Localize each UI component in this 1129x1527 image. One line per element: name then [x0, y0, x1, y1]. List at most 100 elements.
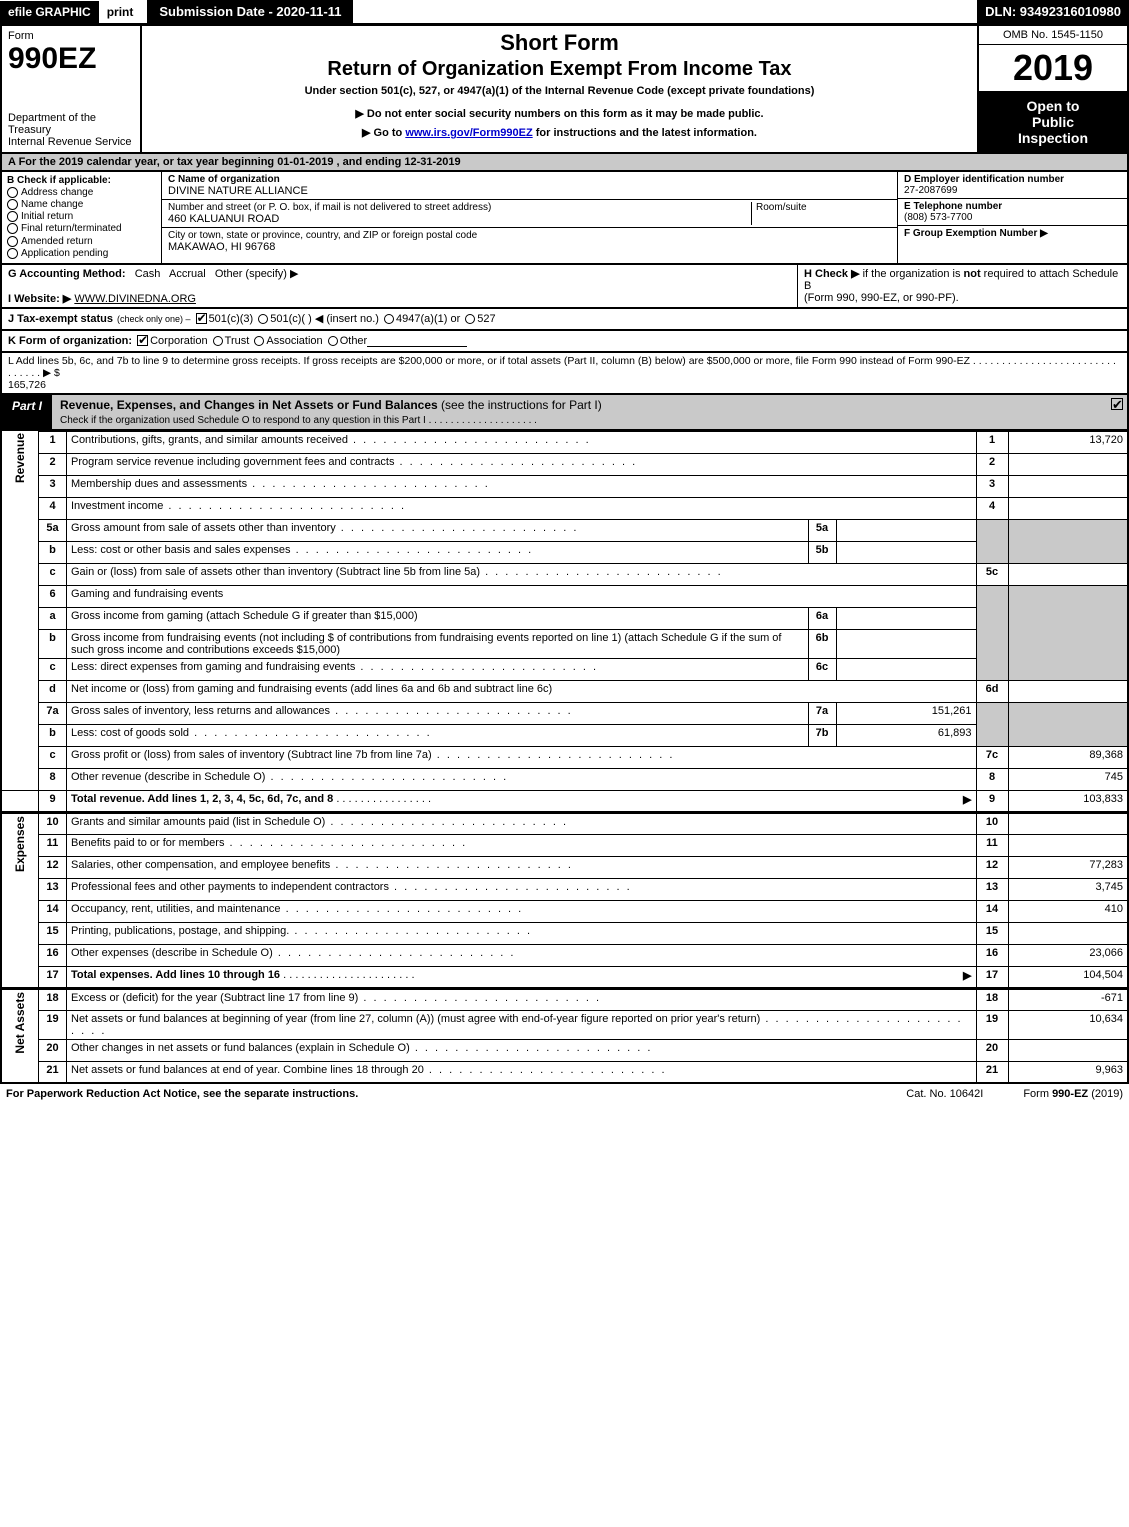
- do-not-enter-text: ▶ Do not enter social security numbers o…: [150, 107, 969, 120]
- ln-7b-num: b: [39, 724, 67, 746]
- part-i-checkbox[interactable]: [1111, 398, 1123, 410]
- ln-7a-subval: 151,261: [836, 702, 976, 724]
- ln-6-text: Gaming and fundraising events: [67, 585, 977, 607]
- chk-application-pending[interactable]: Application pending: [7, 248, 156, 259]
- open-line-2: Public: [1032, 114, 1074, 130]
- room-suite-label: Room/suite: [751, 202, 891, 225]
- goto-post: for instructions and the latest informat…: [533, 127, 757, 139]
- return-of-title: Return of Organization Exempt From Incom…: [150, 58, 969, 81]
- j-501c3-checkbox[interactable]: [196, 313, 207, 324]
- ln-1-num: 1: [39, 431, 67, 453]
- ln-6a-num: a: [39, 607, 67, 629]
- ln-20-num: 20: [39, 1039, 67, 1061]
- f-label: F Group Exemption Number ▶: [904, 228, 1048, 239]
- footer-left: For Paperwork Reduction Act Notice, see …: [6, 1088, 866, 1100]
- ln-4-num: 4: [39, 497, 67, 519]
- header-left: Form 990EZ Department of the Treasury In…: [2, 26, 142, 152]
- footer-cat-no: Cat. No. 10642I: [906, 1088, 983, 1100]
- dln-label: DLN: 93492316010980: [977, 0, 1129, 23]
- ln-2-text: Program service revenue including govern…: [67, 453, 977, 475]
- k-assoc-label: Association: [266, 335, 322, 347]
- netassets-vertical-label: Net Assets: [1, 988, 39, 1083]
- ln-11-rnum: 11: [976, 834, 1008, 856]
- short-form-title: Short Form: [150, 30, 969, 56]
- chk-amended-return[interactable]: Amended return: [7, 236, 156, 247]
- ln-13-value: 3,745: [1008, 878, 1128, 900]
- ln-15-text: Printing, publications, postage, and shi…: [67, 922, 977, 944]
- goto-text: ▶ Go to www.irs.gov/Form990EZ for instru…: [150, 126, 969, 139]
- ln-3-num: 3: [39, 475, 67, 497]
- row-g-h: G Accounting Method: Cash Accrual Other …: [0, 265, 1129, 309]
- ln-15-value: [1008, 922, 1128, 944]
- k-other-input[interactable]: [367, 335, 467, 347]
- ln-18-value: -671: [1008, 988, 1128, 1010]
- i-label: I Website: ▶: [8, 293, 71, 305]
- ln-6b-text-1: Gross income from fundraising events (no…: [71, 632, 334, 644]
- ln-7b-text: Less: cost of goods sold: [67, 724, 809, 746]
- ln-17-arrow: ▶: [963, 969, 971, 982]
- h-label: H Check ▶: [804, 268, 860, 280]
- ln-20-text: Other changes in net assets or fund bala…: [67, 1039, 977, 1061]
- g-other-label: Other (specify) ▶: [215, 268, 299, 280]
- form-header: Form 990EZ Department of the Treasury In…: [0, 26, 1129, 154]
- city-label: City or town, state or province, country…: [168, 230, 477, 241]
- page-footer: For Paperwork Reduction Act Notice, see …: [0, 1084, 1129, 1104]
- ln-20-value: [1008, 1039, 1128, 1061]
- ln-6d-value: [1008, 680, 1128, 702]
- g-cash-label: Cash: [135, 268, 161, 280]
- g-label: G Accounting Method:: [8, 268, 126, 280]
- ln-4-value: [1008, 497, 1128, 519]
- chk-address-change[interactable]: Address change: [7, 187, 156, 198]
- print-button[interactable]: print: [99, 1, 142, 23]
- ln-16-num: 16: [39, 944, 67, 966]
- k-assoc-radio[interactable]: [254, 336, 264, 346]
- ln-20-rnum: 20: [976, 1039, 1008, 1061]
- ln-17-num: 17: [39, 966, 67, 988]
- ln-9-num: 9: [39, 790, 67, 812]
- ln-7c-value: 89,368: [1008, 746, 1128, 768]
- ln-4-text: Investment income: [67, 497, 977, 519]
- k-other-radio[interactable]: [328, 336, 338, 346]
- d-label: D Employer identification number: [904, 174, 1064, 185]
- ln-7b-sub: 7b: [808, 724, 836, 746]
- open-to-public-inspection: Open to Public Inspection: [979, 92, 1127, 152]
- ln-5b-text: Less: cost or other basis and sales expe…: [67, 541, 809, 563]
- ln-7a-num: 7a: [39, 702, 67, 724]
- row-g: G Accounting Method: Cash Accrual Other …: [2, 265, 797, 307]
- j-4947-radio[interactable]: [384, 314, 394, 324]
- website-value[interactable]: WWW.DIVINEDNA.ORG: [74, 293, 196, 305]
- street-label: Number and street (or P. O. box, if mail…: [168, 202, 491, 213]
- j-4947-label: 4947(a)(1) or: [396, 313, 460, 325]
- ln-18-text: Excess or (deficit) for the year (Subtra…: [67, 988, 977, 1010]
- chk-name-change[interactable]: Name change: [7, 199, 156, 210]
- chk-initial-return[interactable]: Initial return: [7, 211, 156, 222]
- ln-6abc-gray-rnum: [976, 585, 1008, 680]
- ln-6abc-gray-rval: [1008, 585, 1128, 680]
- ln-10-value: [1008, 812, 1128, 834]
- ln-8-text: Other revenue (describe in Schedule O): [67, 768, 977, 790]
- h-not: not: [964, 268, 981, 280]
- ln-11-num: 11: [39, 834, 67, 856]
- goto-link[interactable]: www.irs.gov/Form990EZ: [405, 127, 532, 139]
- h-text-3: (Form 990, 990-EZ, or 990-PF).: [804, 292, 959, 304]
- k-trust-radio[interactable]: [213, 336, 223, 346]
- ln-21-value: 9,963: [1008, 1061, 1128, 1083]
- ln-6c-subval: [836, 658, 976, 680]
- chk-final-return[interactable]: Final return/terminated: [7, 223, 156, 234]
- j-501c-radio[interactable]: [258, 314, 268, 324]
- j-527-radio[interactable]: [465, 314, 475, 324]
- part-i-title-sub: (see the instructions for Part I): [438, 398, 602, 412]
- ln-17-value: 104,504: [1008, 966, 1128, 988]
- section-b: B Check if applicable: Address change Na…: [2, 172, 162, 263]
- c-name-label: C Name of organization: [168, 174, 280, 185]
- ln-6b-subval: [836, 629, 976, 658]
- ln-14-text: Occupancy, rent, utilities, and maintena…: [67, 900, 977, 922]
- h-text-1: if the organization is: [863, 268, 964, 280]
- ln-17-bold: Total expenses. Add lines 10 through 16: [71, 969, 280, 981]
- ln-7c-text: Gross profit or (loss) from sales of inv…: [67, 746, 977, 768]
- ln-6a-subval: [836, 607, 976, 629]
- ln-5ab-gray-rnum: [976, 519, 1008, 563]
- k-corp-checkbox[interactable]: [137, 335, 148, 346]
- j-501c-label: 501(c)( ) ◀ (insert no.): [270, 312, 379, 325]
- ln-5c-text: Gain or (loss) from sale of assets other…: [67, 563, 977, 585]
